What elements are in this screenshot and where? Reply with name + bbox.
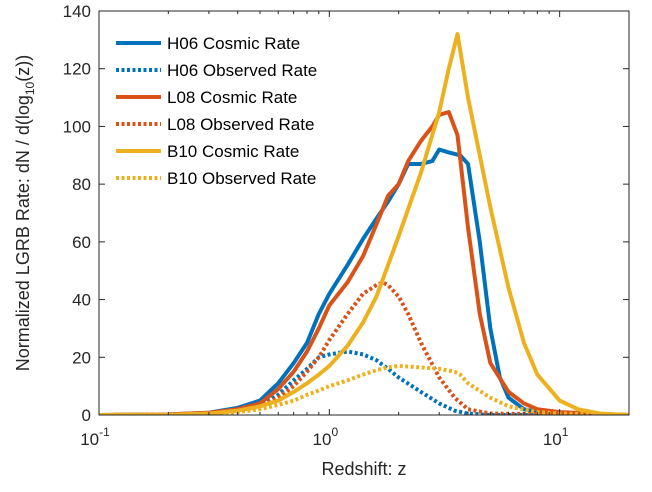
y-tick-label: 120: [63, 60, 91, 79]
series-line-3: [99, 110, 629, 415]
legend-label-2: H06 Observed Rate: [167, 61, 317, 80]
legend-label-4: L08 Observed Rate: [167, 115, 314, 134]
legend-label-5: B10 Cosmic Rate: [167, 142, 299, 161]
legend: H06 Cosmic Rate H06 Observed Rate L08 Cosm…: [116, 34, 317, 188]
y-axis-label: Normalized LGRB Rate: dN / d(log10(z)): [13, 55, 37, 371]
series-line-6: [99, 363, 629, 415]
y-tick-label: 0: [82, 406, 91, 425]
series-line-2: [99, 349, 629, 415]
legend-label-3: L08 Cosmic Rate: [167, 88, 297, 107]
legend-label-6: B10 Observed Rate: [167, 169, 316, 188]
x-axis-label: Redshift: z: [321, 459, 406, 479]
y-tick-label: 40: [72, 291, 91, 310]
axes-box: [98, 10, 630, 416]
y-tick-label: 20: [72, 348, 91, 367]
ticks-layer: 0 20 40 60 80 100 120 140 10-1 100 101: [63, 2, 630, 449]
y-tick-label: 60: [72, 233, 91, 252]
y-tick-label: 100: [63, 117, 91, 136]
x-tick-label: 101: [543, 425, 569, 449]
y-axis-label-subscript: 10: [23, 81, 37, 95]
x-tick-label: 10-1: [80, 425, 110, 449]
legend-label-1: H06 Cosmic Rate: [167, 34, 300, 53]
y-tick-label: 140: [63, 2, 91, 21]
x-tick-label: 100: [313, 425, 339, 449]
series-line-5: [99, 32, 629, 415]
y-tick-label: 80: [72, 175, 91, 194]
y-axis-label-main: Normalized LGRB Rate: dN / d(log: [13, 95, 33, 371]
y-axis-label-tail: (z)): [13, 55, 33, 82]
series-layer: [99, 32, 629, 415]
